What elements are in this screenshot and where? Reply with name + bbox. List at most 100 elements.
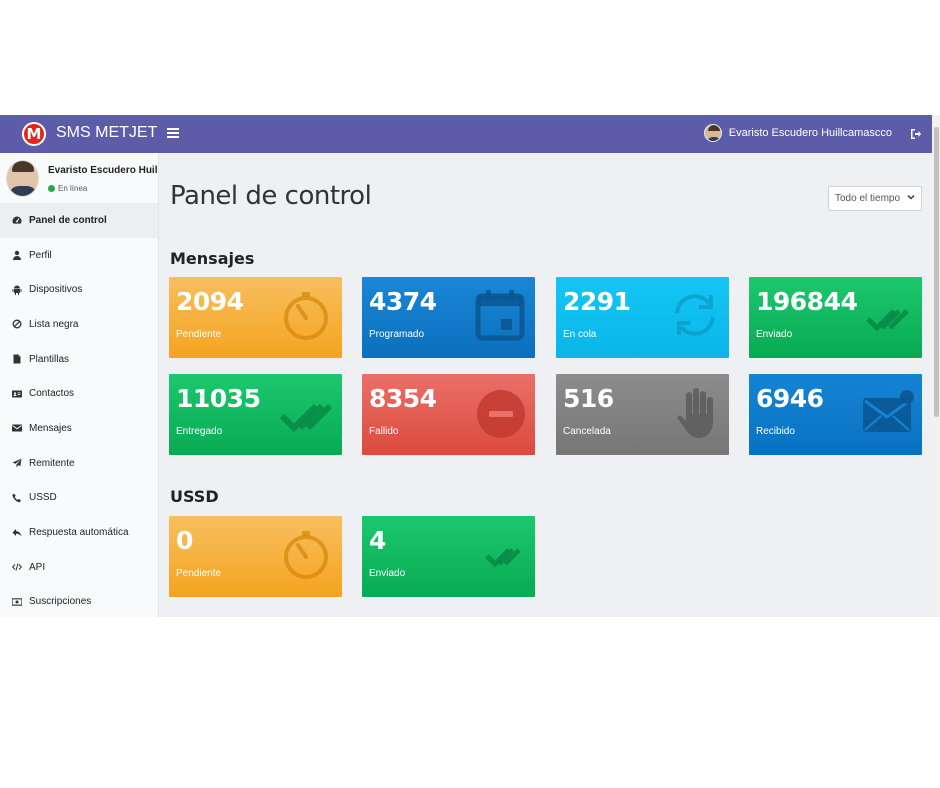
- tile-value: 11035: [176, 384, 261, 413]
- top-navbar: M SMS METJET Evaristo Escudero Huillcama…: [0, 115, 932, 153]
- sidebar-item-contactos[interactable]: Contactos: [0, 376, 158, 411]
- tile-en-cola[interactable]: 2291 En cola: [556, 277, 729, 358]
- section-title-mensajes: Mensajes: [170, 249, 255, 268]
- tile-ussd-pendiente[interactable]: 0 Pendiente: [169, 516, 342, 597]
- sidebar-item-ussd[interactable]: USSD: [0, 481, 158, 516]
- brand-logo[interactable]: M: [22, 122, 46, 146]
- section-title-ussd: USSD: [170, 487, 219, 506]
- app-window: M SMS METJET Evaristo Escudero Huillcama…: [0, 115, 932, 617]
- money-icon: [12, 597, 22, 607]
- sidebar-item-lista-negra[interactable]: Lista negra: [0, 307, 158, 342]
- sidebar-item-label: USSD: [29, 492, 57, 504]
- status-text: En línea: [58, 184, 88, 193]
- tile-recibido[interactable]: 6946 Recibido: [749, 374, 922, 455]
- sidebar-item-label: Perfil: [29, 249, 52, 261]
- envelope-icon: [860, 384, 916, 440]
- tile-value: 0: [176, 526, 193, 555]
- tile-value: 516: [563, 384, 614, 413]
- android-icon: [12, 285, 22, 295]
- tile-value: 8354: [369, 384, 437, 413]
- sidebar-item-api[interactable]: API: [0, 550, 158, 585]
- tile-label: En cola: [563, 329, 597, 340]
- tile-cancelada[interactable]: 516 Cancelada: [556, 374, 729, 455]
- online-status: En línea: [48, 184, 87, 193]
- tile-label: Pendiente: [176, 329, 222, 340]
- code-icon: [12, 562, 22, 572]
- tile-value: 2094: [176, 287, 244, 316]
- calendar-icon: [473, 287, 529, 343]
- main-content: Panel de control Todo el tiempo Mensajes…: [160, 153, 932, 617]
- time-range-value: Todo el tiempo: [835, 193, 901, 204]
- page-title: Panel de control: [170, 181, 372, 211]
- tile-label: Pendiente: [176, 568, 222, 579]
- avatar: [703, 124, 722, 142]
- tile-entregado[interactable]: 11035 Entregado: [169, 374, 342, 455]
- paper-plane-icon: [12, 458, 22, 468]
- tile-programado[interactable]: 4374 Programado: [362, 277, 535, 358]
- avatar: [6, 160, 39, 197]
- sidebar-item-label: Plantillas: [29, 353, 70, 365]
- sidebar-item-label: Suscripciones: [29, 596, 92, 608]
- ban-icon: [12, 319, 22, 329]
- sync-icon: [667, 287, 723, 343]
- tile-value: 2291: [563, 287, 631, 316]
- chevron-down-icon: [907, 193, 915, 204]
- sidebar-item-plantillas[interactable]: Plantillas: [0, 342, 158, 377]
- tile-label: Enviado: [756, 329, 793, 340]
- user-menu[interactable]: Evaristo Escudero Huillcamascco: [703, 124, 892, 142]
- tile-label: Programado: [369, 329, 425, 340]
- tile-value: 196844: [756, 287, 858, 316]
- top-user-name: Evaristo Escudero Huillcamascco: [728, 127, 892, 139]
- user-icon: [12, 250, 22, 261]
- sidebar-item-perfil[interactable]: Perfil: [0, 238, 158, 273]
- sidebar-item-remitente[interactable]: Remitente: [0, 446, 158, 481]
- sidebar-item-label: Mensajes: [29, 422, 72, 434]
- brand-name[interactable]: SMS METJET: [56, 124, 158, 141]
- hand-icon: [667, 384, 723, 440]
- stopwatch-icon: [280, 526, 336, 582]
- sidebar-item-respuesta-automatica[interactable]: Respuesta automática: [0, 515, 158, 550]
- user-panel: Evaristo Escudero Huillcam En línea: [0, 153, 158, 203]
- time-range-select[interactable]: Todo el tiempo: [828, 186, 922, 211]
- page-scrollbar[interactable]: [932, 115, 940, 617]
- stopwatch-icon: [280, 287, 336, 343]
- phone-icon: [12, 493, 22, 503]
- tile-value: 4374: [369, 287, 437, 316]
- logout-icon[interactable]: [910, 127, 922, 139]
- tile-label: Entregado: [176, 426, 223, 437]
- tile-label: Recibido: [756, 426, 795, 437]
- tile-enviado[interactable]: 196844 Enviado: [749, 277, 922, 358]
- sidebar-item-label: Dispositivos: [29, 284, 83, 296]
- tile-label: Cancelada: [563, 426, 611, 437]
- sidebar-item-label: Respuesta automática: [29, 527, 129, 539]
- tile-pendiente[interactable]: 2094 Pendiente: [169, 277, 342, 358]
- double-check-icon: [279, 384, 336, 440]
- dashboard-icon: [12, 215, 22, 225]
- reply-icon: [12, 528, 22, 538]
- tile-fallido[interactable]: 8354 Fallido: [362, 374, 535, 455]
- minus-circle-icon: [473, 384, 529, 440]
- menu-toggle-icon[interactable]: [167, 126, 179, 140]
- sidebar-item-mensajes[interactable]: Mensajes: [0, 411, 158, 446]
- file-icon: [12, 354, 22, 364]
- sidebar-item-suscripciones[interactable]: Suscripciones: [0, 585, 158, 617]
- tile-value: 6946: [756, 384, 824, 413]
- envelope-icon: [12, 423, 22, 433]
- address-card-icon: [12, 389, 22, 399]
- check-icon: [860, 287, 916, 343]
- double-check-icon: [473, 526, 529, 582]
- tile-value: 4: [369, 526, 386, 555]
- sidebar-item-label: Contactos: [29, 388, 75, 400]
- sidebar-item-dispositivos[interactable]: Dispositivos: [0, 272, 158, 307]
- sidebar: Evaristo Escudero Huillcam En línea Pane…: [0, 153, 159, 617]
- scrollbar-thumb[interactable]: [934, 127, 939, 417]
- tile-ussd-enviado[interactable]: 4 Enviado: [362, 516, 535, 597]
- status-dot: [48, 185, 55, 192]
- logo-letter: M: [26, 125, 42, 143]
- sidebar-item-panel-de-control[interactable]: Panel de control: [0, 203, 158, 238]
- tile-label: Enviado: [369, 568, 406, 579]
- sidebar-item-label: Lista negra: [29, 318, 79, 330]
- tile-label: Fallido: [369, 426, 399, 437]
- sidebar-item-label: Panel de control: [29, 214, 107, 226]
- sidebar-item-label: Remitente: [29, 457, 75, 469]
